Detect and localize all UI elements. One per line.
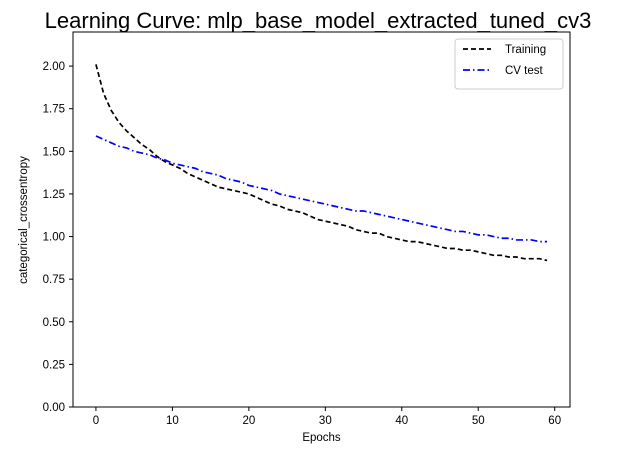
chart-title: Learning Curve: mlp_base_model_extracted… [44,8,592,33]
y-tick-label: 1.75 [43,104,65,116]
x-tick-label: 40 [395,415,408,427]
y-tick-label: 1.25 [43,189,65,201]
y-axis-ticks: 0.00 0.25 0.50 0.75 1.00 1.25 1.50 1.75 2.00 [43,61,73,414]
x-tick-label: 20 [242,415,255,427]
series-line-cv-test [95,135,548,243]
x-tick-label: 60 [548,415,561,427]
y-tick-label: 0.00 [43,402,65,414]
x-axis-label: Epochs [302,432,341,444]
x-tick-label: 30 [319,415,332,427]
y-tick-label: 2.00 [43,61,65,73]
x-tick-label: 50 [472,415,485,427]
legend-label: CV test [505,65,544,77]
x-axis-ticks: 0 10 20 30 40 50 60 [93,407,561,427]
series-lines [95,64,548,262]
legend-box [454,38,564,90]
y-tick-label: 1.00 [43,232,65,244]
series-line-training [95,64,548,262]
x-tick-label: 10 [166,415,179,427]
legend-label: Training [505,44,546,56]
y-tick-label: 1.50 [43,146,65,158]
y-tick-label: 0.75 [43,274,65,286]
y-tick-label: 0.25 [43,359,65,371]
legend: Training CV test [454,38,564,90]
x-tick-label: 0 [93,415,99,427]
y-axis-label: categorical_crossentropy [18,156,30,284]
y-tick-label: 0.50 [43,317,65,329]
